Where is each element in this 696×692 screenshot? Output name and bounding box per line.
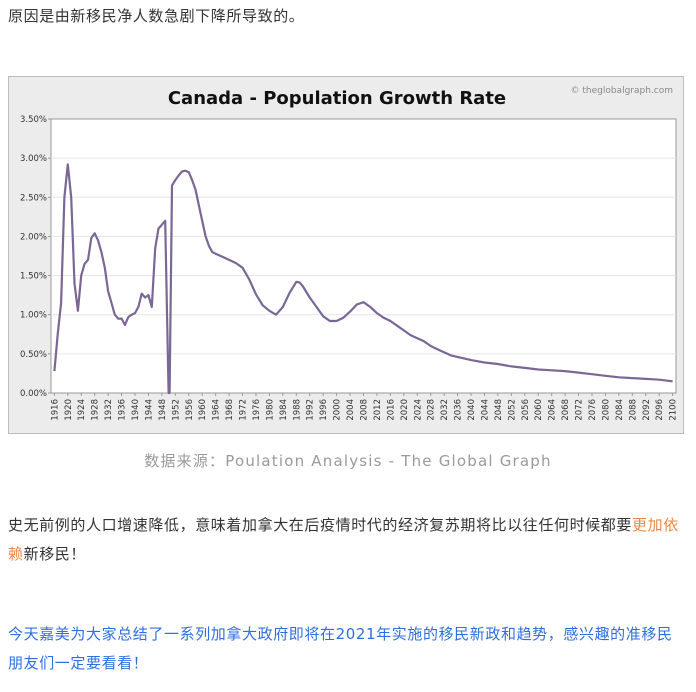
x-tick-label: 1960 xyxy=(198,399,208,421)
x-tick-label: 2060 xyxy=(534,399,544,421)
x-tick-label: 2020 xyxy=(400,399,410,421)
plot-area xyxy=(50,118,677,394)
x-tick-label: 1988 xyxy=(292,399,302,421)
y-tick-label: 1.50% xyxy=(20,272,47,282)
x-tick-label: 1920 xyxy=(64,399,74,421)
x-tick-label: 1952 xyxy=(171,399,181,421)
y-tick-label: 2.00% xyxy=(20,232,47,242)
x-tick-label: 2028 xyxy=(427,399,437,421)
x-tick-label: 2012 xyxy=(373,399,383,421)
x-tick-label: 2044 xyxy=(480,399,490,421)
x-tick-label: 2096 xyxy=(655,399,665,421)
x-tick-label: 2084 xyxy=(615,399,625,421)
x-tick-label: 1940 xyxy=(131,399,141,421)
x-tick-label: 1984 xyxy=(279,399,289,421)
x-tick-label: 1948 xyxy=(158,399,168,421)
chart-watermark: © theglobalgraph.com xyxy=(570,86,673,96)
x-tick-label: 1972 xyxy=(239,399,249,421)
y-tick-label: 3.50% xyxy=(20,115,47,125)
body-text-before: 史无前例的人口增速降低，意味着加拿大在后疫情时代的经济复苏期将比以往任何时候都要 xyxy=(8,516,633,534)
body-text-after: 新移民！ xyxy=(23,545,87,563)
x-tick-label: 1980 xyxy=(265,399,275,421)
x-tick-label: 2052 xyxy=(507,399,517,421)
x-tick-label: 1936 xyxy=(118,399,128,421)
cta-paragraph: 今天嘉美为大家总结了一系列加拿大政府即将在2021年实施的移民新政和趋势，感兴趣… xyxy=(8,625,673,672)
x-tick-label: 2000 xyxy=(333,399,343,421)
x-tick-label: 1944 xyxy=(144,399,154,421)
x-tick-label: 1928 xyxy=(91,399,101,421)
x-tick-label: 2016 xyxy=(386,399,396,421)
chart-canvas: Canada - Population Growth Rate © theglob… xyxy=(20,86,679,421)
x-tick-label: 2032 xyxy=(440,399,450,421)
x-tick-label: 2048 xyxy=(494,399,504,421)
x-tick-label: 2076 xyxy=(588,399,598,421)
x-tick-label: 1916 xyxy=(50,399,60,421)
x-tick-label: 1996 xyxy=(319,399,329,421)
series-line-growth-rate xyxy=(53,163,673,395)
chart-source-caption: 数据来源：Poulation Analysis - The Global Gra… xyxy=(144,452,552,470)
x-tick-label: 2004 xyxy=(346,399,356,421)
y-tick-label: 3.00% xyxy=(20,154,47,164)
chart-title: Canada - Population Growth Rate xyxy=(168,88,506,109)
x-tick-label: 1956 xyxy=(185,399,195,421)
x-tick-label: 2092 xyxy=(642,399,652,421)
y-tick-label: 2.50% xyxy=(20,193,47,203)
x-tick-label: 2068 xyxy=(561,399,571,421)
x-tick-label: 2036 xyxy=(454,399,464,421)
body-highlight: 更加依赖 xyxy=(8,516,679,563)
x-tick-label: 1992 xyxy=(306,399,316,421)
x-tick-label: 2056 xyxy=(521,399,531,421)
x-tick-label: 1932 xyxy=(104,399,114,421)
y-tick-label: 0.50% xyxy=(20,350,47,360)
y-tick-label: 0.00% xyxy=(20,389,47,399)
x-tick-label: 2024 xyxy=(413,399,423,421)
x-tick-label: 2088 xyxy=(628,399,638,421)
x-tick-label: 1976 xyxy=(252,399,262,421)
x-tick-label: 1964 xyxy=(212,399,222,421)
population-growth-chart: Canada - Population Growth Rate © theglob… xyxy=(8,76,684,434)
x-tick-label: 1968 xyxy=(225,399,235,421)
x-tick-label: 2100 xyxy=(669,399,679,421)
x-tick-label: 2008 xyxy=(360,399,370,421)
body-paragraph: 史无前例的人口增速降低，意味着加拿大在后疫情时代的经济复苏期将比以往任何时候都要… xyxy=(8,511,688,569)
x-tick-label: 2080 xyxy=(601,399,611,421)
x-tick-label: 2040 xyxy=(467,399,477,421)
x-tick-label: 1924 xyxy=(77,399,87,421)
x-tick-label: 2064 xyxy=(548,399,558,421)
intro-paragraph: 原因是由新移民净人数急剧下降所导致的。 xyxy=(8,7,305,25)
y-tick-label: 1.00% xyxy=(20,311,47,321)
x-tick-label: 2072 xyxy=(575,399,585,421)
